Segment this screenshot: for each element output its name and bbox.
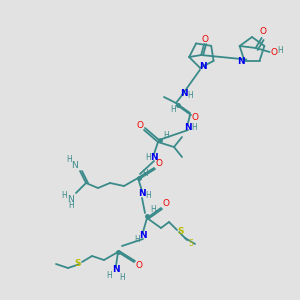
Text: H: H — [142, 169, 148, 178]
Text: H: H — [191, 122, 197, 131]
Text: H: H — [61, 190, 67, 200]
Text: H: H — [66, 154, 72, 164]
Text: O: O — [136, 121, 143, 130]
Text: O: O — [202, 34, 209, 43]
Text: N: N — [238, 57, 245, 66]
Text: N: N — [112, 266, 120, 274]
Text: N: N — [184, 122, 192, 131]
Text: H: H — [150, 206, 156, 214]
Text: S: S — [178, 227, 184, 236]
Text: O: O — [155, 160, 163, 169]
Text: N: N — [180, 88, 188, 98]
Text: N: N — [139, 230, 147, 239]
Text: O: O — [259, 28, 266, 37]
Text: N: N — [70, 161, 77, 170]
Text: H: H — [187, 92, 193, 100]
Text: O: O — [163, 200, 170, 208]
Text: H: H — [170, 104, 176, 113]
Text: S: S — [75, 260, 81, 268]
Text: H: H — [134, 236, 140, 244]
Text: H: H — [68, 202, 74, 211]
Text: O: O — [270, 49, 277, 58]
Text: H: H — [163, 130, 169, 140]
Text: N: N — [68, 194, 74, 203]
Text: H: H — [145, 154, 151, 163]
Text: N: N — [150, 152, 158, 161]
Text: H: H — [277, 46, 283, 56]
Text: O: O — [136, 262, 142, 271]
Text: N: N — [199, 62, 207, 71]
Text: O: O — [191, 113, 199, 122]
Text: H: H — [145, 191, 151, 200]
Text: N: N — [138, 190, 146, 199]
Text: S: S — [189, 238, 194, 247]
Text: H: H — [119, 272, 125, 281]
Text: H: H — [106, 272, 112, 280]
